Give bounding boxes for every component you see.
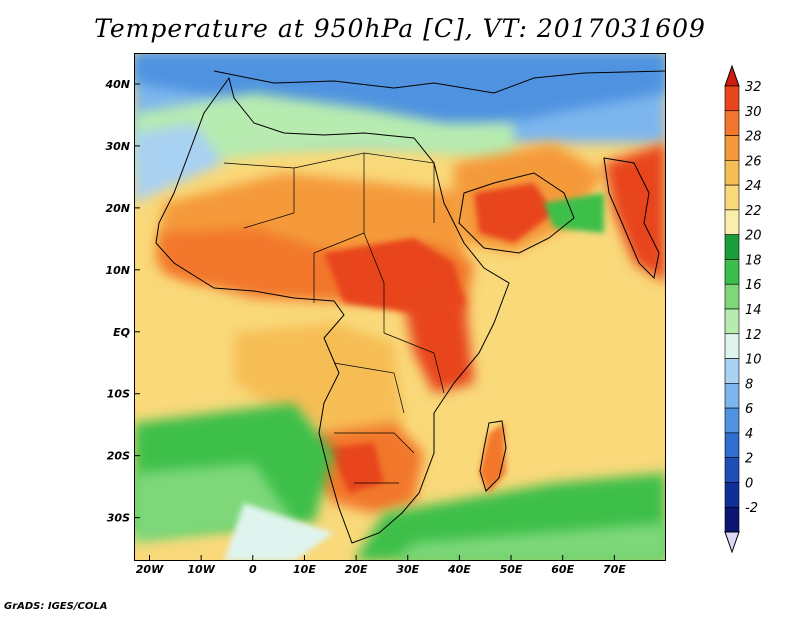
- colorbar-segment: [724, 259, 740, 285]
- y-tick-label: 40N: [104, 78, 130, 91]
- x-tick-label: 70E: [603, 563, 626, 576]
- colorbar-label: 16: [745, 278, 762, 293]
- grads-credit: GrADS: IGES/COLA: [4, 601, 108, 612]
- arabian-sea-green: [544, 193, 604, 233]
- colorbar-label: 6: [745, 402, 753, 417]
- temperature-map: 20W 10W 0 10E 20E 30E 40E 50E 60E 70E 40N 30N 20N 10N…: [104, 53, 666, 576]
- colorbar-segment: [724, 209, 740, 235]
- cape-cool: [224, 503, 334, 561]
- colorbar-top-arrow: [724, 64, 740, 87]
- colorbar-segment: [724, 160, 740, 186]
- y-tick-label: 10N: [105, 264, 130, 277]
- colorbar-label: 20: [745, 229, 762, 244]
- colorbar-label: 14: [745, 303, 762, 318]
- y-tick-label: 20N: [105, 202, 130, 215]
- colorbar-segment: [724, 432, 740, 458]
- axis-ticks: 20W 10W 0 10E 20E 30E 40E 50E 60E 70E 40N 30N 20N 10N…: [104, 78, 626, 576]
- east-africa-hot: [404, 293, 474, 393]
- x-tick-label: 40E: [447, 563, 471, 576]
- y-tick-label: 20S: [107, 450, 130, 463]
- colorbar-label: 18: [745, 253, 762, 268]
- x-tick-label: 60E: [551, 563, 574, 576]
- map-border: [134, 53, 666, 561]
- sahara-mild: [134, 93, 514, 173]
- x-tick-label: 10W: [187, 563, 215, 576]
- map-canvas: 20W 10W 0 10E 20E 30E 40E 50E 60E 70E 40N 30N 20N 10N…: [104, 53, 666, 576]
- y-tick-label: 10S: [107, 388, 130, 401]
- colorbar-label: 0: [745, 476, 753, 491]
- x-tick-label: 0: [249, 563, 257, 576]
- sudan-hot-core: [324, 238, 464, 313]
- colorbar-segment: [724, 85, 740, 112]
- colorbar-bottom-arrow: [724, 531, 740, 554]
- colorbar-segment: [724, 110, 740, 136]
- colorbar-label: -2: [745, 501, 758, 516]
- colorbar-segment: [724, 333, 740, 359]
- x-tick-label: 20W: [136, 563, 164, 576]
- colorbar-label: 4: [745, 427, 753, 442]
- atlantic-cool: [134, 123, 224, 203]
- country-borders: [223, 152, 445, 484]
- x-tick-label: 20E: [345, 563, 368, 576]
- colorbar-segment: [724, 358, 740, 384]
- mediterranean-cold: [134, 53, 666, 133]
- colorbar-label: 24: [745, 179, 762, 194]
- colorbar-label: 2: [745, 452, 753, 467]
- colorbar-label: 32: [745, 80, 762, 95]
- colorbar-segment: [724, 457, 740, 483]
- coastlines: [155, 70, 666, 544]
- colorbar-label: 30: [745, 105, 762, 120]
- colorbar-segment: [724, 308, 740, 335]
- colorbar-label: 22: [745, 204, 762, 219]
- colorbar-segment: [724, 383, 740, 409]
- colorbar-segment: [724, 234, 740, 260]
- colorbar-segment: [724, 407, 740, 434]
- colorbar-label: 12: [745, 328, 762, 343]
- y-tick-label: 30S: [107, 512, 130, 525]
- x-tick-label: 10E: [293, 563, 316, 576]
- colorbar-segment: [724, 506, 740, 533]
- south-indian-light-green: [394, 523, 666, 561]
- colorbar-label: 10: [745, 353, 762, 368]
- colorbar-segment: [724, 184, 740, 211]
- kalahari-core: [329, 443, 384, 493]
- arabia-hot-core: [474, 183, 554, 243]
- x-tick-label: 30E: [396, 563, 419, 576]
- y-tick-label: 30N: [105, 140, 130, 153]
- map-title: Temperature at 950hPa [C], VT: 201703160…: [94, 14, 706, 43]
- y-tick-label: EQ: [113, 326, 130, 339]
- colorbar-segment: [724, 135, 740, 161]
- colorbar-segment: [724, 283, 740, 310]
- colorbar-segment: [724, 482, 740, 508]
- colorbar-label: 8: [745, 377, 753, 392]
- colorbar-label: 28: [745, 130, 762, 145]
- india-hot: [604, 143, 666, 283]
- colorbar-label: 26: [745, 154, 762, 169]
- x-tick-label: 50E: [500, 563, 523, 576]
